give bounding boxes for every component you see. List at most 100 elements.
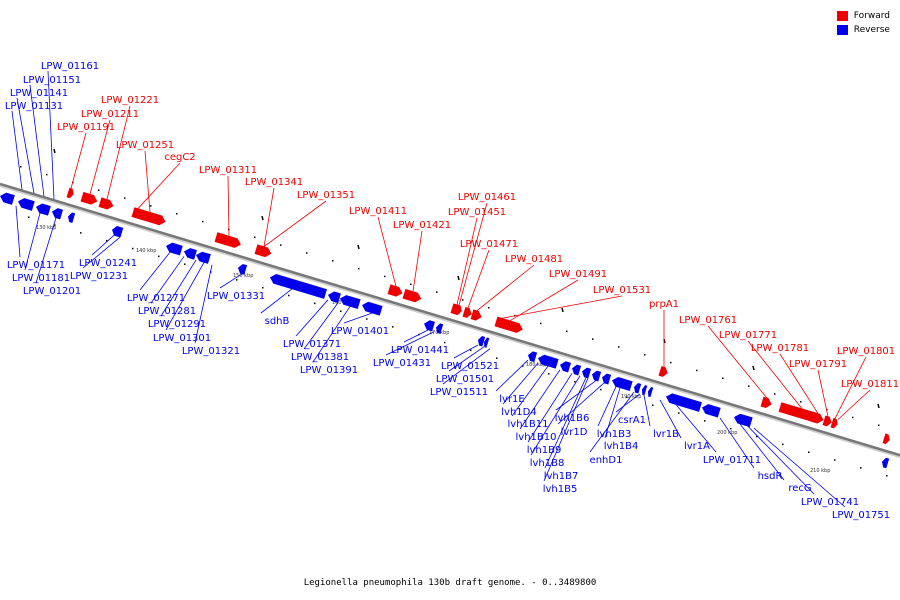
gene-reverse-block (68, 212, 76, 224)
gene-reverse-lpw-01401-connector (343, 312, 373, 324)
gene-reverse-lpw-01301-connector (165, 262, 205, 331)
gene-forward-lpw-01421-connector (412, 230, 423, 292)
gene-forward-lpw-01221-connector (106, 105, 131, 200)
track-tick-dash (752, 365, 755, 371)
gene-forward-lpw-01801-connector (834, 356, 867, 419)
gene-reverse-lvh1b5-label: lvh1B5 (543, 484, 578, 495)
track-dot-lower (574, 380, 576, 383)
legend-swatch-reverse (836, 25, 848, 35)
gene-forward-lpw-01421-label: LPW_01421 (393, 220, 451, 231)
gene-forward-lpw-01471 (462, 307, 472, 318)
gene-reverse-lpw-01741-connector (747, 426, 815, 495)
gene-reverse-lvh1b6-connector (555, 380, 597, 411)
gene-reverse-lpw-01371-label: LPW_01371 (283, 339, 341, 350)
gene-forward-lpw-01491-connector (509, 279, 579, 322)
gene-forward-lpw-01791 (822, 415, 832, 427)
gene-reverse-block (238, 263, 248, 275)
gene-forward-lpw-01771 (778, 402, 823, 424)
gene-forward-lpw-01811-connector (837, 389, 871, 420)
track-dot-upper (124, 197, 126, 199)
gene-reverse-lvr1b-connector (643, 394, 651, 427)
track-dot-upper (436, 291, 438, 293)
gene-reverse-lpw-01381-connector (303, 302, 339, 350)
gene-reverse-lvh1b11-label: lvh1B11 (508, 419, 549, 430)
gene-forward-lpw-01191-label: LPW_01191 (57, 122, 115, 133)
gene-reverse-block (340, 295, 361, 309)
gene-reverse-lpw-01171-label: LPW_01171 (7, 260, 65, 271)
track-dot-upper (150, 205, 152, 207)
gene-forward-lpw-01461 (454, 304, 462, 316)
gene-reverse-lvh1b6-label: lvh1B6 (555, 413, 590, 424)
track-dot-upper (176, 213, 178, 215)
gene-reverse-lpw-01181-label: LPW_01181 (12, 273, 70, 284)
gene-reverse-lpw-01301-label: LPW_01301 (153, 333, 211, 344)
gene-reverse-block (734, 413, 753, 428)
track-dot-upper (98, 189, 100, 192)
tick-label: 140 kbp (136, 248, 156, 254)
gene-forward-lpw-01491 (494, 316, 523, 333)
gene-forward-lpw-01211-label: LPW_01211 (81, 109, 139, 120)
tick-label: 190 kbp (621, 394, 641, 400)
gene-forward-lpw-01411-label: LPW_01411 (349, 206, 407, 217)
track-dot-upper (748, 385, 750, 387)
track-dot-upper (722, 377, 724, 380)
gene-reverse-lvh1b5-connector (543, 378, 589, 482)
gene-reverse-lvr1d-connector (557, 382, 605, 425)
gene-reverse-hsdr-label: hsdR (758, 471, 783, 482)
track-dot-lower (288, 294, 290, 297)
track-dot-lower (444, 341, 446, 344)
gene-reverse-lpw-01141-label: LPW_01141 (10, 88, 68, 99)
gene-reverse-block (118, 227, 124, 238)
gene-forward-lpw-01191-connector (70, 132, 87, 189)
track-dot-upper (306, 252, 308, 254)
gene-forward-lpw-01781-label: LPW_01781 (751, 343, 809, 354)
track-dot-upper (20, 166, 22, 168)
gene-reverse-block (528, 351, 538, 363)
gene-reverse-lpw-01321-connector (194, 264, 213, 344)
track-dot-upper (462, 299, 464, 301)
gene-reverse-lpw-01131-connector (11, 110, 23, 190)
gene-reverse-block (484, 337, 490, 348)
gene-reverse-lpw-01181-connector (24, 212, 41, 271)
gene-reverse-lpw-01231-label: LPW_01231 (70, 271, 128, 282)
gene-reverse-lvr1a-connector (659, 399, 682, 439)
legend-label-forward: Forward (853, 11, 890, 21)
track-dot-upper (358, 267, 360, 270)
gene-reverse-block (582, 367, 592, 379)
track-dot-upper (46, 173, 48, 176)
gene-reverse-lpw-01271-connector (139, 251, 171, 291)
gene-reverse-lpw-01161-label: LPW_01161 (41, 61, 99, 72)
gene-forward-lpw-01811-label: LPW_01811 (841, 379, 899, 390)
track-tick-dash (53, 148, 56, 154)
map-caption: Legionella pneumophila 130b draft genome… (303, 578, 597, 588)
gene-reverse-lvh1b10-connector (519, 369, 561, 430)
gene-reverse-lvr1d-label: lvr1D (561, 427, 588, 438)
track-dot-upper (878, 424, 880, 427)
gene-reverse-block (18, 198, 35, 211)
genome-backbone (0, 182, 900, 457)
gene-forward-lpw-01251 (131, 207, 166, 226)
gene-reverse-lpw-01741-label: LPW_01741 (801, 497, 859, 508)
gene-reverse-lvh1b3-connector (597, 386, 617, 427)
gene-reverse-lpw-01501-label: LPW_01501 (436, 374, 494, 385)
track-tick-dash (457, 275, 460, 281)
gene-reverse-block (648, 386, 654, 398)
track-dot-lower (756, 435, 758, 438)
track-dot-upper (800, 401, 802, 403)
gene-forward-lpw-01781-connector (779, 353, 819, 414)
gene-forward-lpw-01421 (402, 288, 422, 303)
track-dot-lower (340, 310, 342, 312)
track-dot-lower (886, 474, 888, 477)
gene-forward-lpw-01461-label: LPW_01461 (458, 192, 516, 203)
track-dot-upper (384, 275, 386, 278)
gene-reverse-lpw-01431-label: LPW_01431 (373, 358, 431, 369)
gene-reverse-csra1-connector (615, 393, 641, 413)
gene-reverse-lvr1e-connector (495, 359, 529, 392)
gene-reverse-block (560, 361, 572, 373)
gene-reverse-lpw-01511-connector (442, 348, 491, 385)
gene-reverse-lpw-01151-label: LPW_01151 (23, 75, 81, 86)
genome-backbone-group (0, 148, 900, 477)
gene-forward-lpw-01311 (214, 232, 241, 248)
gene-reverse-lpw-01391-connector (312, 306, 351, 363)
gene-forward-lpw-01311-connector (227, 175, 230, 237)
